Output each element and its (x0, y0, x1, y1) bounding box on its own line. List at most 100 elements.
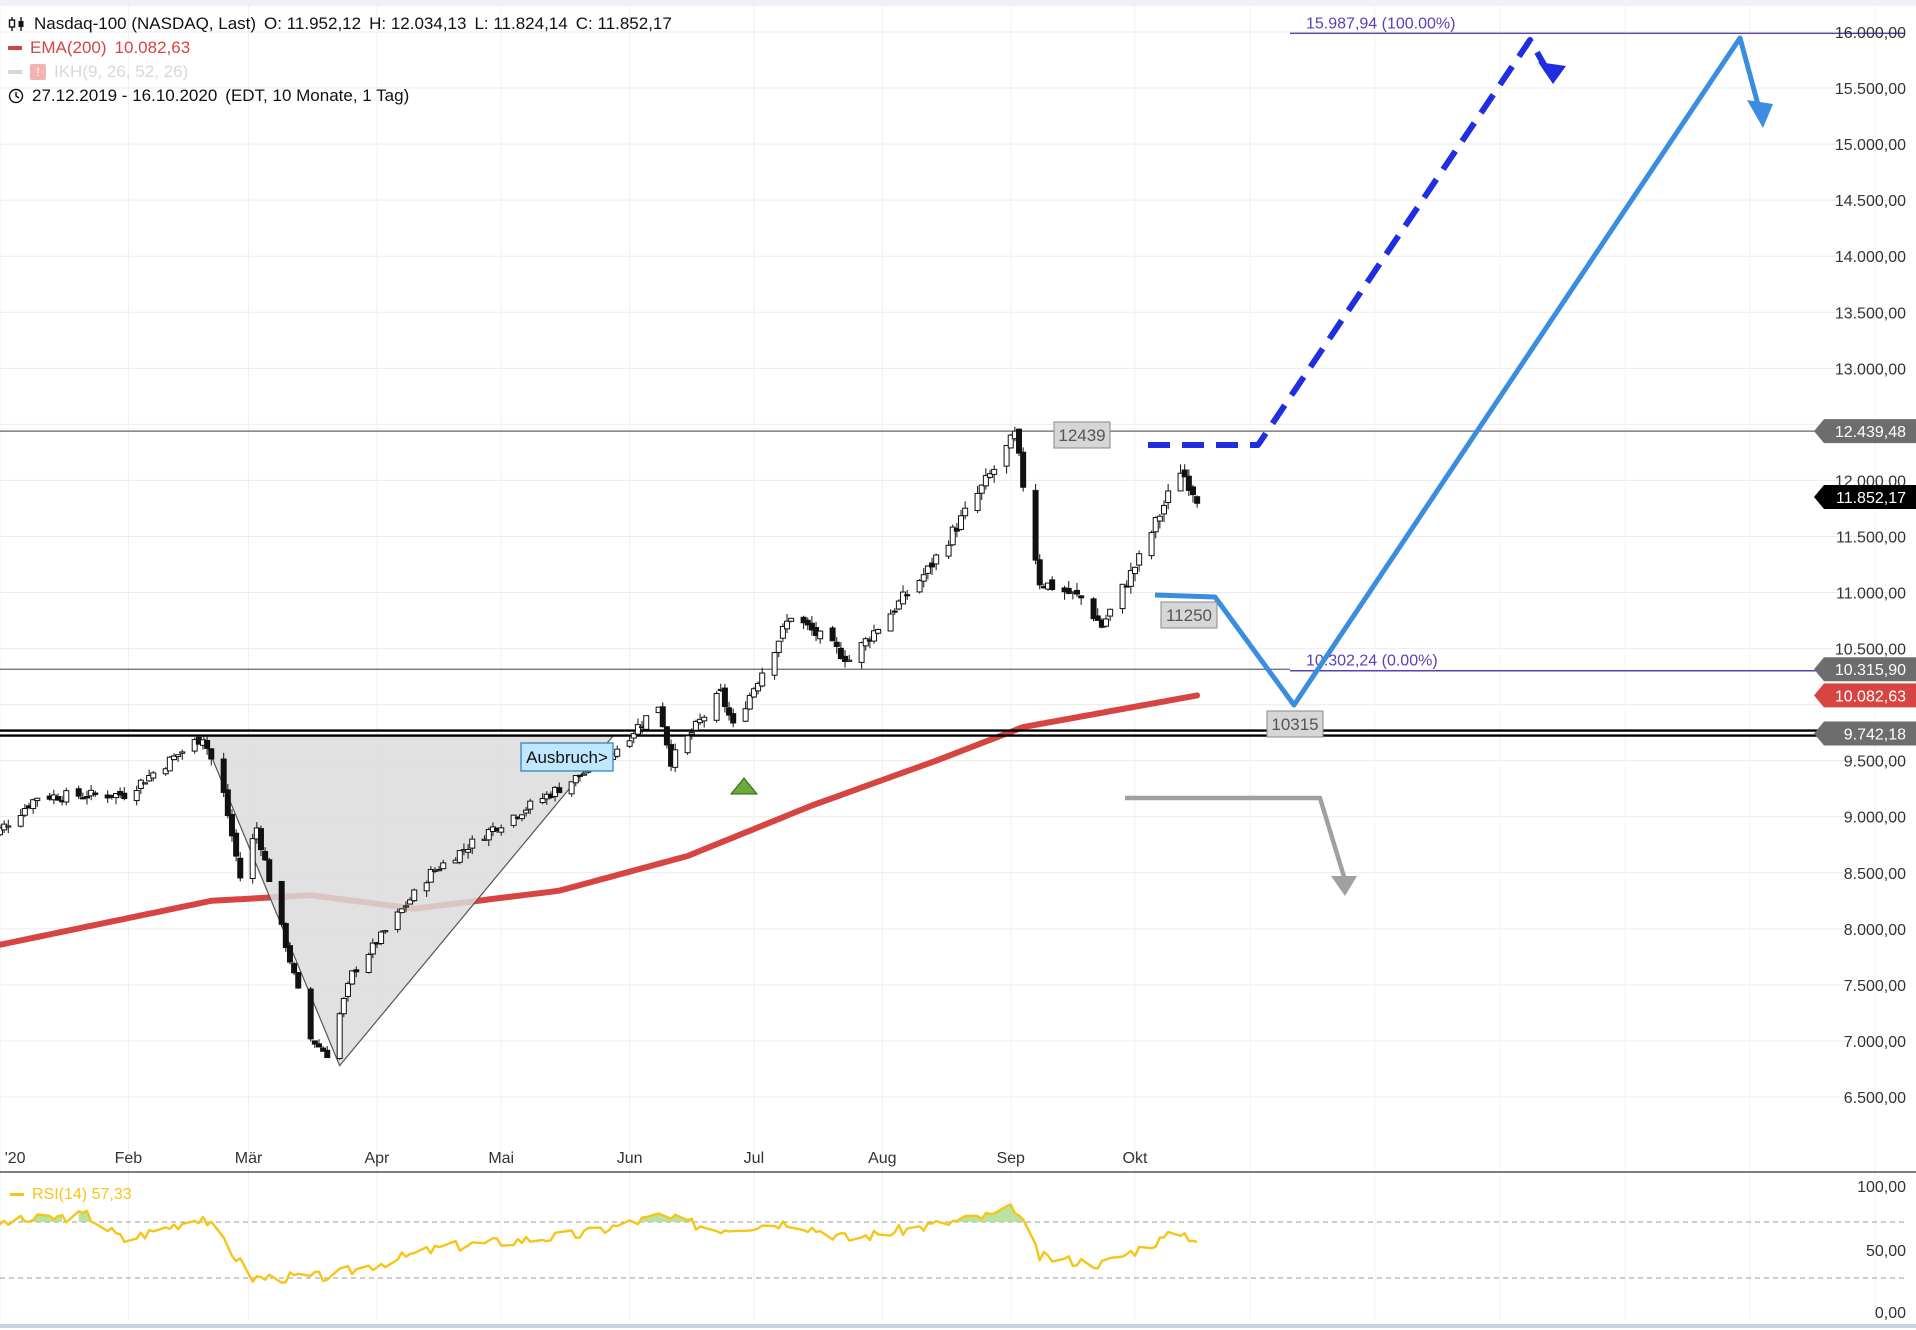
support-mid-label-box (1160, 601, 1218, 629)
candle-body (353, 969, 360, 973)
candle-body (456, 850, 463, 863)
fib-bottom-label: 10.302,24 (0.00%) (1306, 653, 1438, 670)
price-tag-label: 10.315,90 (1835, 662, 1906, 679)
legend-range: 27.12.2019 - 16.10.2020 (EDT, 10 Monate,… (8, 86, 409, 106)
candle-body (742, 708, 749, 722)
price-tick-label: 7.500,00 (1844, 978, 1906, 995)
candle-body (266, 859, 273, 883)
candle-body (726, 707, 733, 716)
candle-body (262, 850, 269, 861)
candle-body (1107, 608, 1114, 617)
candle-body (1156, 515, 1163, 522)
candle-body (233, 832, 240, 857)
candles (0, 426, 1201, 1060)
candle-body (672, 749, 679, 768)
candle-body (539, 797, 546, 804)
rsi-swatch (10, 1193, 24, 1196)
instrument-name: Nasdaq-100 (NASDAQ, Last) (34, 14, 257, 33)
price-tick-label: 9.000,00 (1844, 810, 1906, 827)
candle-body (784, 620, 791, 630)
candle-body (237, 857, 244, 879)
candle-body (962, 507, 969, 517)
price-tag-label: 12.439,48 (1835, 424, 1906, 441)
candle-body (933, 554, 940, 565)
price-tick-label: 16.000,00 (1835, 25, 1906, 42)
candle-body (1036, 559, 1043, 586)
candle-body (498, 827, 505, 833)
fib-top-label: 15.987,94 (100.00%) (1306, 15, 1455, 32)
candle-body (121, 792, 128, 800)
candle-body (208, 748, 215, 760)
month-label: Okt (1123, 1150, 1148, 1167)
price-tag-label: 11.852,17 (1836, 490, 1906, 507)
candle-body (1032, 489, 1039, 561)
price-tag (1814, 721, 1916, 746)
price-tick-label: 14.000,00 (1835, 249, 1906, 266)
candle-body (924, 565, 931, 574)
candle-body (175, 754, 182, 758)
bearish-arrow-head (1331, 876, 1357, 896)
candle-body (1119, 583, 1126, 610)
rsi-tick-label: 100,00 (1857, 1179, 1906, 1196)
candle-body (875, 628, 882, 634)
price-tick-label: 15.500,00 (1835, 81, 1906, 98)
price-tag (1814, 657, 1916, 682)
candle-body (1016, 428, 1023, 454)
month-label: Jan '20 (0, 1150, 26, 1167)
candle-body (407, 899, 414, 905)
candle-body (1127, 570, 1134, 587)
candle-body (808, 622, 815, 631)
price-tag-label: 9.742,18 (1844, 727, 1906, 744)
candle-body (1007, 434, 1014, 449)
legend-ikh[interactable]: ! IKH(9, 26, 52, 26) (8, 62, 188, 82)
horizontal-lines: 15.987,94 (100.00%) 10.302,24 (0.00%) (0, 15, 1905, 737)
ema-layer (0, 692, 1201, 948)
candle-body (369, 942, 376, 955)
month-label: Sep (996, 1150, 1025, 1167)
candle-body (842, 655, 849, 662)
candle-body (133, 790, 140, 802)
candle-body (1194, 496, 1201, 504)
candle-body (166, 756, 173, 772)
correction-scenario-line (1154, 35, 1763, 708)
candle-body (759, 672, 766, 687)
candle-body (746, 694, 753, 710)
candle-body (382, 930, 389, 933)
candle-body (891, 610, 898, 613)
open-value: O: 11.952,12 (264, 14, 362, 33)
low-value: L: 11.824,14 (474, 14, 568, 33)
candle-body (286, 945, 293, 963)
candle-body (858, 642, 865, 663)
rsi-overbought-fill (20, 1214, 63, 1222)
rsi-panel: RSI(14) 57,33 100,00 50,00 0,00 (0, 1179, 1916, 1328)
bullish-scenario-line (1148, 37, 1553, 448)
candle-body (179, 751, 186, 754)
candle-body (465, 848, 472, 853)
candle-body (311, 1040, 318, 1045)
candle-body (1020, 451, 1027, 488)
rsi-tick-label: 0,00 (1875, 1305, 1906, 1322)
candle-body (92, 792, 99, 795)
drawings: 12439 11250 10315 Ausbruch> (520, 35, 1773, 896)
high-value: H: 12.034,13 (369, 14, 467, 33)
month-axis: Jan '20 Feb Mär Apr Mai Jun Jul Aug Sep Okt (0, 1150, 1916, 1173)
legend-ema[interactable]: EMA(200) 10.082,63 (8, 38, 190, 58)
candle-body (945, 544, 952, 557)
candle-body (634, 724, 641, 735)
candle-body (282, 923, 289, 949)
candle-body (630, 733, 637, 739)
candle-body (978, 484, 985, 494)
price-tag-label: 10.082,63 (1835, 688, 1906, 705)
price-tick-label: 14.500,00 (1835, 193, 1906, 210)
correction-arrow-head (1747, 100, 1773, 128)
rsi-line (0, 1203, 1198, 1284)
candle-body (220, 758, 227, 793)
candle-body (895, 600, 902, 610)
range-detail: (EDT, 10 Monate, 1 Tag) (225, 86, 410, 105)
candle-body (713, 692, 720, 721)
candle-body (518, 814, 525, 820)
candle-body (721, 687, 728, 708)
candle-body (378, 931, 385, 944)
candle-body (684, 735, 691, 754)
